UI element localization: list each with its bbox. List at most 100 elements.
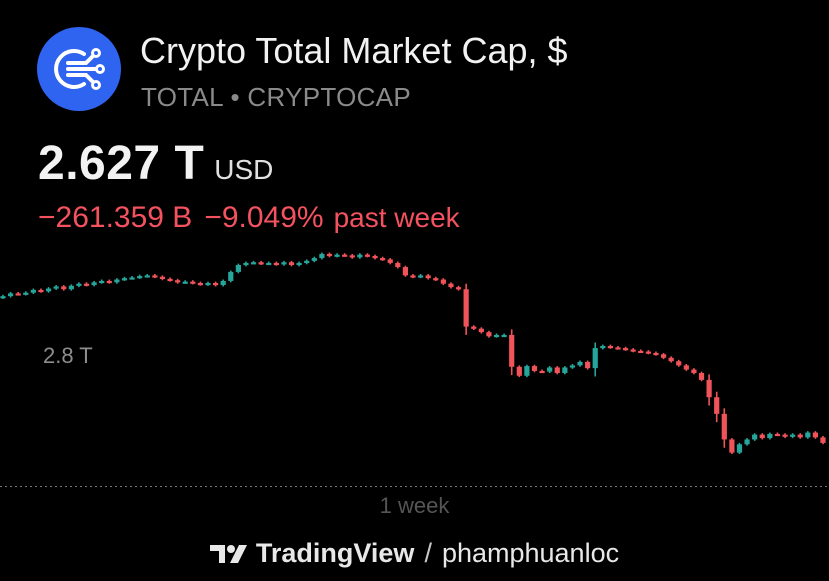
candle[interactable]	[600, 344, 606, 350]
candle[interactable]	[311, 256, 317, 263]
candle[interactable]	[752, 433, 758, 441]
candle[interactable]	[721, 408, 727, 448]
candle[interactable]	[759, 433, 765, 440]
candle[interactable]	[630, 348, 636, 353]
candle[interactable]	[212, 281, 219, 287]
candle[interactable]	[38, 288, 44, 293]
candle[interactable]	[729, 438, 735, 454]
candle[interactable]	[805, 431, 811, 439]
candle[interactable]	[372, 254, 378, 260]
candle[interactable]	[622, 346, 629, 351]
candle[interactable]	[501, 333, 507, 338]
candle[interactable]	[304, 259, 310, 265]
candle[interactable]	[645, 350, 651, 355]
candle[interactable]	[228, 270, 234, 283]
candle[interactable]	[243, 261, 249, 267]
candle[interactable]	[197, 281, 204, 286]
candle[interactable]	[638, 349, 644, 354]
candle[interactable]	[615, 346, 621, 350]
candle[interactable]	[0, 294, 6, 299]
candle[interactable]	[790, 433, 796, 439]
candle[interactable]	[782, 433, 788, 439]
candle[interactable]	[288, 260, 295, 267]
candle[interactable]	[68, 284, 74, 291]
candle[interactable]	[250, 260, 257, 265]
candlestick-chart[interactable]	[0, 240, 829, 500]
candle[interactable]	[767, 432, 773, 440]
author-username[interactable]: phamphuanloc	[441, 538, 620, 568]
candle[interactable]	[698, 371, 705, 382]
candle[interactable]	[106, 279, 112, 284]
candle[interactable]	[509, 329, 515, 376]
candle[interactable]	[205, 281, 211, 286]
candle[interactable]	[129, 276, 135, 280]
candle[interactable]	[319, 252, 325, 260]
candle[interactable]	[15, 292, 21, 296]
candle[interactable]	[691, 368, 697, 375]
candle[interactable]	[547, 366, 553, 373]
candle[interactable]	[425, 274, 431, 280]
candle[interactable]	[706, 374, 712, 406]
candle[interactable]	[152, 274, 158, 279]
candle[interactable]	[668, 356, 674, 363]
candle[interactable]	[539, 369, 545, 374]
candle[interactable]	[433, 276, 439, 281]
candle[interactable]	[653, 351, 659, 356]
candle[interactable]	[387, 258, 393, 265]
candle[interactable]	[296, 261, 302, 267]
candle[interactable]	[380, 256, 386, 261]
candle[interactable]	[91, 280, 97, 287]
candle[interactable]	[258, 260, 264, 265]
candle[interactable]	[524, 364, 530, 378]
candle[interactable]	[736, 442, 743, 454]
candle[interactable]	[471, 325, 477, 331]
candle[interactable]	[569, 364, 576, 369]
candle[interactable]	[182, 280, 188, 284]
candle[interactable]	[121, 276, 128, 281]
candle[interactable]	[440, 278, 446, 286]
candle[interactable]	[235, 263, 241, 274]
candle[interactable]	[266, 261, 272, 266]
candle[interactable]	[83, 282, 90, 287]
candle[interactable]	[417, 274, 424, 279]
candle[interactable]	[820, 436, 826, 445]
candle[interactable]	[812, 431, 819, 439]
candle[interactable]	[660, 352, 667, 360]
candle[interactable]	[53, 285, 59, 290]
candle[interactable]	[478, 327, 484, 334]
candle[interactable]	[349, 253, 355, 259]
candle[interactable]	[190, 280, 196, 285]
candle[interactable]	[342, 253, 348, 257]
candle[interactable]	[159, 275, 166, 281]
candle[interactable]	[577, 360, 583, 367]
candle[interactable]	[326, 252, 333, 258]
candle[interactable]	[395, 261, 401, 269]
candle[interactable]	[220, 279, 226, 287]
candle[interactable]	[167, 277, 173, 282]
candle[interactable]	[61, 285, 67, 291]
candle[interactable]	[144, 274, 150, 278]
candle[interactable]	[797, 433, 803, 439]
candle[interactable]	[486, 330, 492, 338]
candle[interactable]	[364, 253, 371, 258]
candle[interactable]	[493, 333, 500, 338]
candle[interactable]	[554, 366, 560, 375]
candle[interactable]	[463, 283, 469, 335]
candle[interactable]	[585, 360, 591, 370]
candle[interactable]	[562, 366, 568, 375]
candle[interactable]	[683, 364, 689, 371]
candle[interactable]	[23, 291, 29, 296]
candle[interactable]	[516, 365, 522, 378]
candle[interactable]	[7, 292, 14, 298]
candle[interactable]	[30, 288, 36, 295]
candle[interactable]	[114, 278, 120, 284]
candle[interactable]	[402, 265, 409, 277]
candle[interactable]	[714, 391, 720, 423]
candle[interactable]	[137, 274, 143, 279]
candle[interactable]	[774, 432, 781, 437]
candle[interactable]	[744, 438, 750, 446]
period-label[interactable]: 1 week	[379, 493, 450, 518]
candle[interactable]	[76, 282, 82, 288]
candle[interactable]	[448, 282, 454, 289]
candle[interactable]	[455, 285, 462, 291]
